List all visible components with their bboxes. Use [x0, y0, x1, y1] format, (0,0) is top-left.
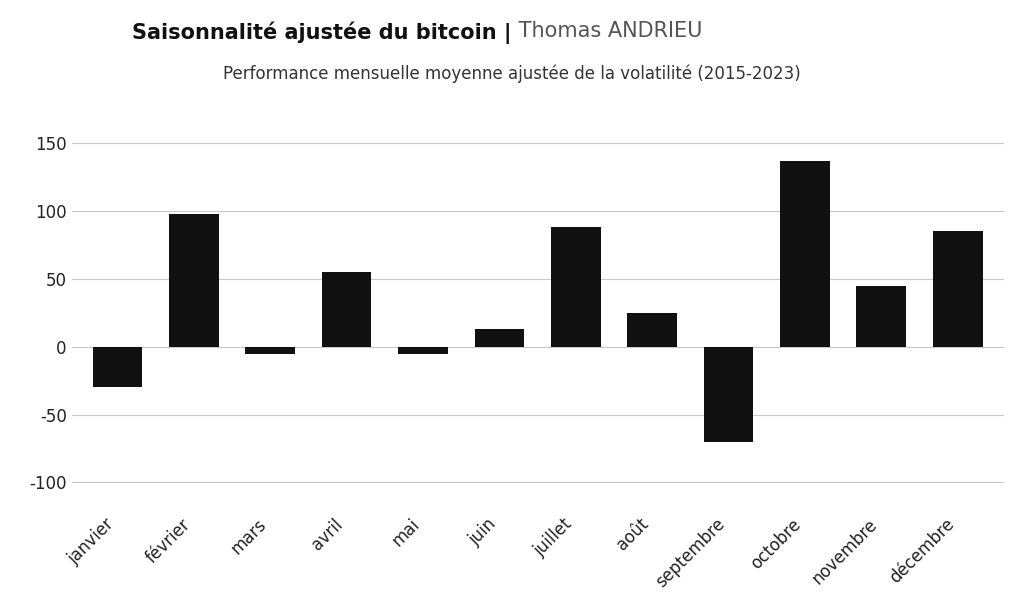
Bar: [474, 329, 524, 347]
Text: Thomas ANDRIEU: Thomas ANDRIEU: [512, 21, 702, 42]
Bar: [93, 347, 142, 387]
Bar: [169, 214, 219, 347]
Bar: [780, 161, 829, 347]
Text: Saisonnalité ajustée du bitcoin |: Saisonnalité ajustée du bitcoin |: [132, 21, 512, 44]
Bar: [628, 313, 677, 347]
Bar: [322, 272, 372, 347]
Text: Performance mensuelle moyenne ajustée de la volatilité (2015-2023): Performance mensuelle moyenne ajustée de…: [223, 64, 801, 83]
Bar: [933, 231, 982, 347]
Bar: [703, 347, 754, 441]
Bar: [398, 347, 447, 354]
Bar: [551, 227, 601, 347]
Bar: [856, 286, 906, 347]
Bar: [246, 347, 295, 354]
